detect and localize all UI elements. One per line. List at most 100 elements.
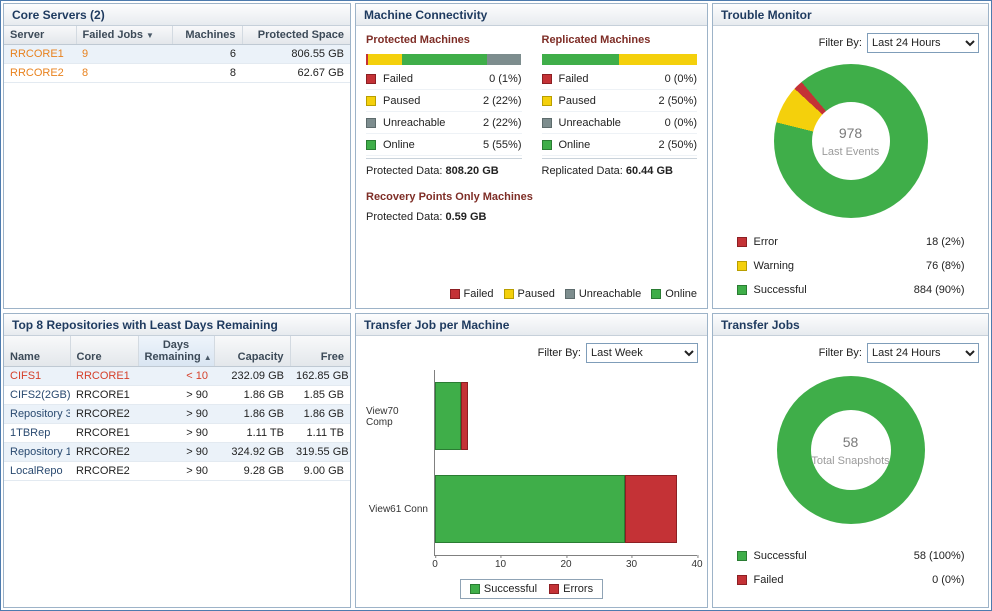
- replicated-machines-section: Replicated Machines Failed 0 (0%) Paused…: [541, 34, 697, 177]
- repository-link[interactable]: CIFS2(2GB): [4, 385, 70, 405]
- y-axis-labels: View70 Comp View61 Conn: [366, 370, 434, 556]
- server-link[interactable]: RRCORE1: [4, 44, 76, 64]
- bar-segment-successful[interactable]: [435, 474, 625, 543]
- col-header-name[interactable]: Name: [4, 336, 71, 367]
- repository-link[interactable]: LocalRepo: [4, 461, 70, 481]
- transfer-job-chart-body: View70 Comp View61 Conn: [356, 366, 707, 607]
- trouble-monitor-donut-chart[interactable]: 978 Last Events: [773, 64, 928, 218]
- free-value: 319.55 GB: [290, 442, 350, 462]
- legend-label: Failed: [383, 73, 413, 85]
- bar-segment-errors[interactable]: [624, 474, 678, 543]
- replicated-machines-bar[interactable]: [541, 54, 697, 65]
- col-header-server[interactable]: Server: [4, 26, 77, 45]
- legend-label: Failed: [753, 574, 784, 586]
- paused-color-swatch: [366, 96, 376, 106]
- legend-label: Failed: [558, 73, 589, 85]
- donut-center: 58 Total Snapshots: [810, 410, 891, 490]
- transfer-job-per-machine-panel: Transfer Job per Machine Filter By: Last…: [355, 313, 708, 608]
- machine-connectivity-panel: Machine Connectivity Protected Machines …: [355, 3, 708, 309]
- machine-bar: [435, 382, 697, 451]
- paused-color-swatch: [503, 289, 514, 299]
- protected-space-value: 806.55 GB: [242, 44, 350, 64]
- repository-row: Repository 1 RRCORE2 > 90 324.92 GB 319.…: [4, 442, 350, 462]
- failed-jobs-link[interactable]: 9: [76, 44, 172, 64]
- repositories-table: Name Core Days Remaining ▲ Capacity Free …: [4, 336, 350, 481]
- repository-core: RRCORE1: [70, 366, 138, 386]
- bar-segment-unreachable: [487, 54, 522, 65]
- recovery-points-section: Recovery Points Only Machines Protected …: [366, 191, 697, 223]
- bar-segment-online: [401, 54, 488, 65]
- successful-color-swatch: [469, 584, 480, 594]
- bar-segment-failed: [366, 54, 368, 65]
- repository-row: CIFS2(2GB) RRCORE1 > 90 1.86 GB 1.85 GB: [4, 385, 350, 405]
- filter-by-label: Filter By:: [537, 347, 581, 359]
- connectivity-status-legend: Failed Paused Unreachable Online: [366, 280, 697, 302]
- bar-segment-successful[interactable]: [435, 382, 462, 451]
- free-value: 162.85 GB: [290, 366, 350, 386]
- x-tick-label: 30: [625, 555, 638, 570]
- protected-data-label: Protected Data:: [366, 165, 443, 177]
- replicated-data-label: Replicated Data:: [541, 165, 623, 177]
- transfer-jobs-donut-chart[interactable]: 58 Total Snapshots: [776, 376, 925, 524]
- repository-core: RRCORE1: [70, 423, 138, 443]
- repository-link[interactable]: CIFS1: [4, 366, 70, 386]
- chart-legend: Successful Errors: [459, 579, 604, 599]
- machines-count: 6: [172, 44, 242, 64]
- transfer-jobs-title: Transfer Jobs: [713, 314, 988, 336]
- sort-desc-icon: ▼: [146, 31, 154, 40]
- bar-segment-errors[interactable]: [461, 382, 468, 451]
- filter-by-label: Filter By:: [818, 37, 862, 49]
- protected-machines-bar[interactable]: [366, 54, 522, 65]
- free-value: 1.86 GB: [290, 404, 350, 424]
- failed-color-swatch: [366, 74, 376, 84]
- repository-row: 1TBRep RRCORE1 > 90 1.11 TB 1.11 TB: [4, 423, 350, 443]
- legend-label: Online: [558, 139, 591, 151]
- col-header-capacity[interactable]: Capacity: [214, 336, 291, 367]
- replicated-machines-heading: Replicated Machines: [541, 34, 651, 46]
- capacity-value: 9.28 GB: [214, 461, 290, 481]
- legend-label: Paused: [383, 95, 421, 107]
- repository-link[interactable]: Repository 3: [4, 404, 70, 424]
- transfer-job-per-machine-title: Transfer Job per Machine: [356, 314, 707, 336]
- machines-count: 8: [172, 63, 242, 83]
- snapshots-count: 58: [842, 433, 859, 450]
- legend-value: 2 (50%): [658, 95, 697, 107]
- col-header-failed-jobs[interactable]: Failed Jobs ▼: [76, 26, 173, 45]
- repository-link[interactable]: 1TBRep: [4, 423, 70, 443]
- legend-item: Paused: [503, 288, 555, 300]
- repository-link[interactable]: Repository 1: [4, 442, 70, 462]
- legend-row: Successful 58 (100%): [736, 544, 965, 568]
- core-server-row: RRCORE1 9 6 806.55 GB: [4, 44, 350, 64]
- capacity-value: 1.86 GB: [214, 385, 290, 405]
- legend-value: 0 (0%): [664, 117, 697, 129]
- server-link[interactable]: RRCORE2: [4, 63, 76, 83]
- replicated-data-summary: Replicated Data: 60.44 GB: [541, 158, 697, 177]
- time-filter-select[interactable]: Last 24 Hours: [867, 343, 979, 363]
- machine-bar: [435, 474, 697, 543]
- bar-segment-online: [541, 54, 620, 65]
- protected-machines-section: Protected Machines Failed 0 (1%) Paused …: [366, 34, 522, 177]
- failed-color-swatch: [449, 289, 460, 299]
- days-remaining-value: > 90: [138, 461, 214, 481]
- capacity-value: 1.11 TB: [214, 423, 290, 443]
- col-header-protected-space[interactable]: Protected Space: [242, 26, 350, 45]
- bar-row: [435, 370, 697, 463]
- time-filter-select[interactable]: Last 24 Hours: [867, 33, 979, 53]
- time-filter-select[interactable]: Last Week: [586, 343, 698, 363]
- failed-jobs-link[interactable]: 8: [76, 63, 172, 83]
- free-value: 1.11 TB: [290, 423, 350, 443]
- legend-label: Online: [383, 139, 415, 151]
- col-header-core[interactable]: Core: [70, 336, 139, 367]
- events-caption: Last Events: [821, 145, 880, 158]
- legend-item: Unreachable: [564, 288, 641, 300]
- legend-label: Online: [665, 288, 697, 300]
- repositories-title: Top 8 Repositories with Least Days Remai…: [4, 314, 350, 336]
- legend-item: Online: [651, 288, 697, 300]
- col-header-failed-jobs-label: Failed Jobs: [82, 29, 144, 41]
- col-header-free[interactable]: Free: [290, 336, 350, 367]
- col-header-days-remaining[interactable]: Days Remaining ▲: [138, 336, 215, 367]
- bar-segment-paused: [619, 54, 697, 65]
- col-header-machines[interactable]: Machines: [172, 26, 243, 45]
- recovery-data-label: Protected Data:: [366, 211, 443, 223]
